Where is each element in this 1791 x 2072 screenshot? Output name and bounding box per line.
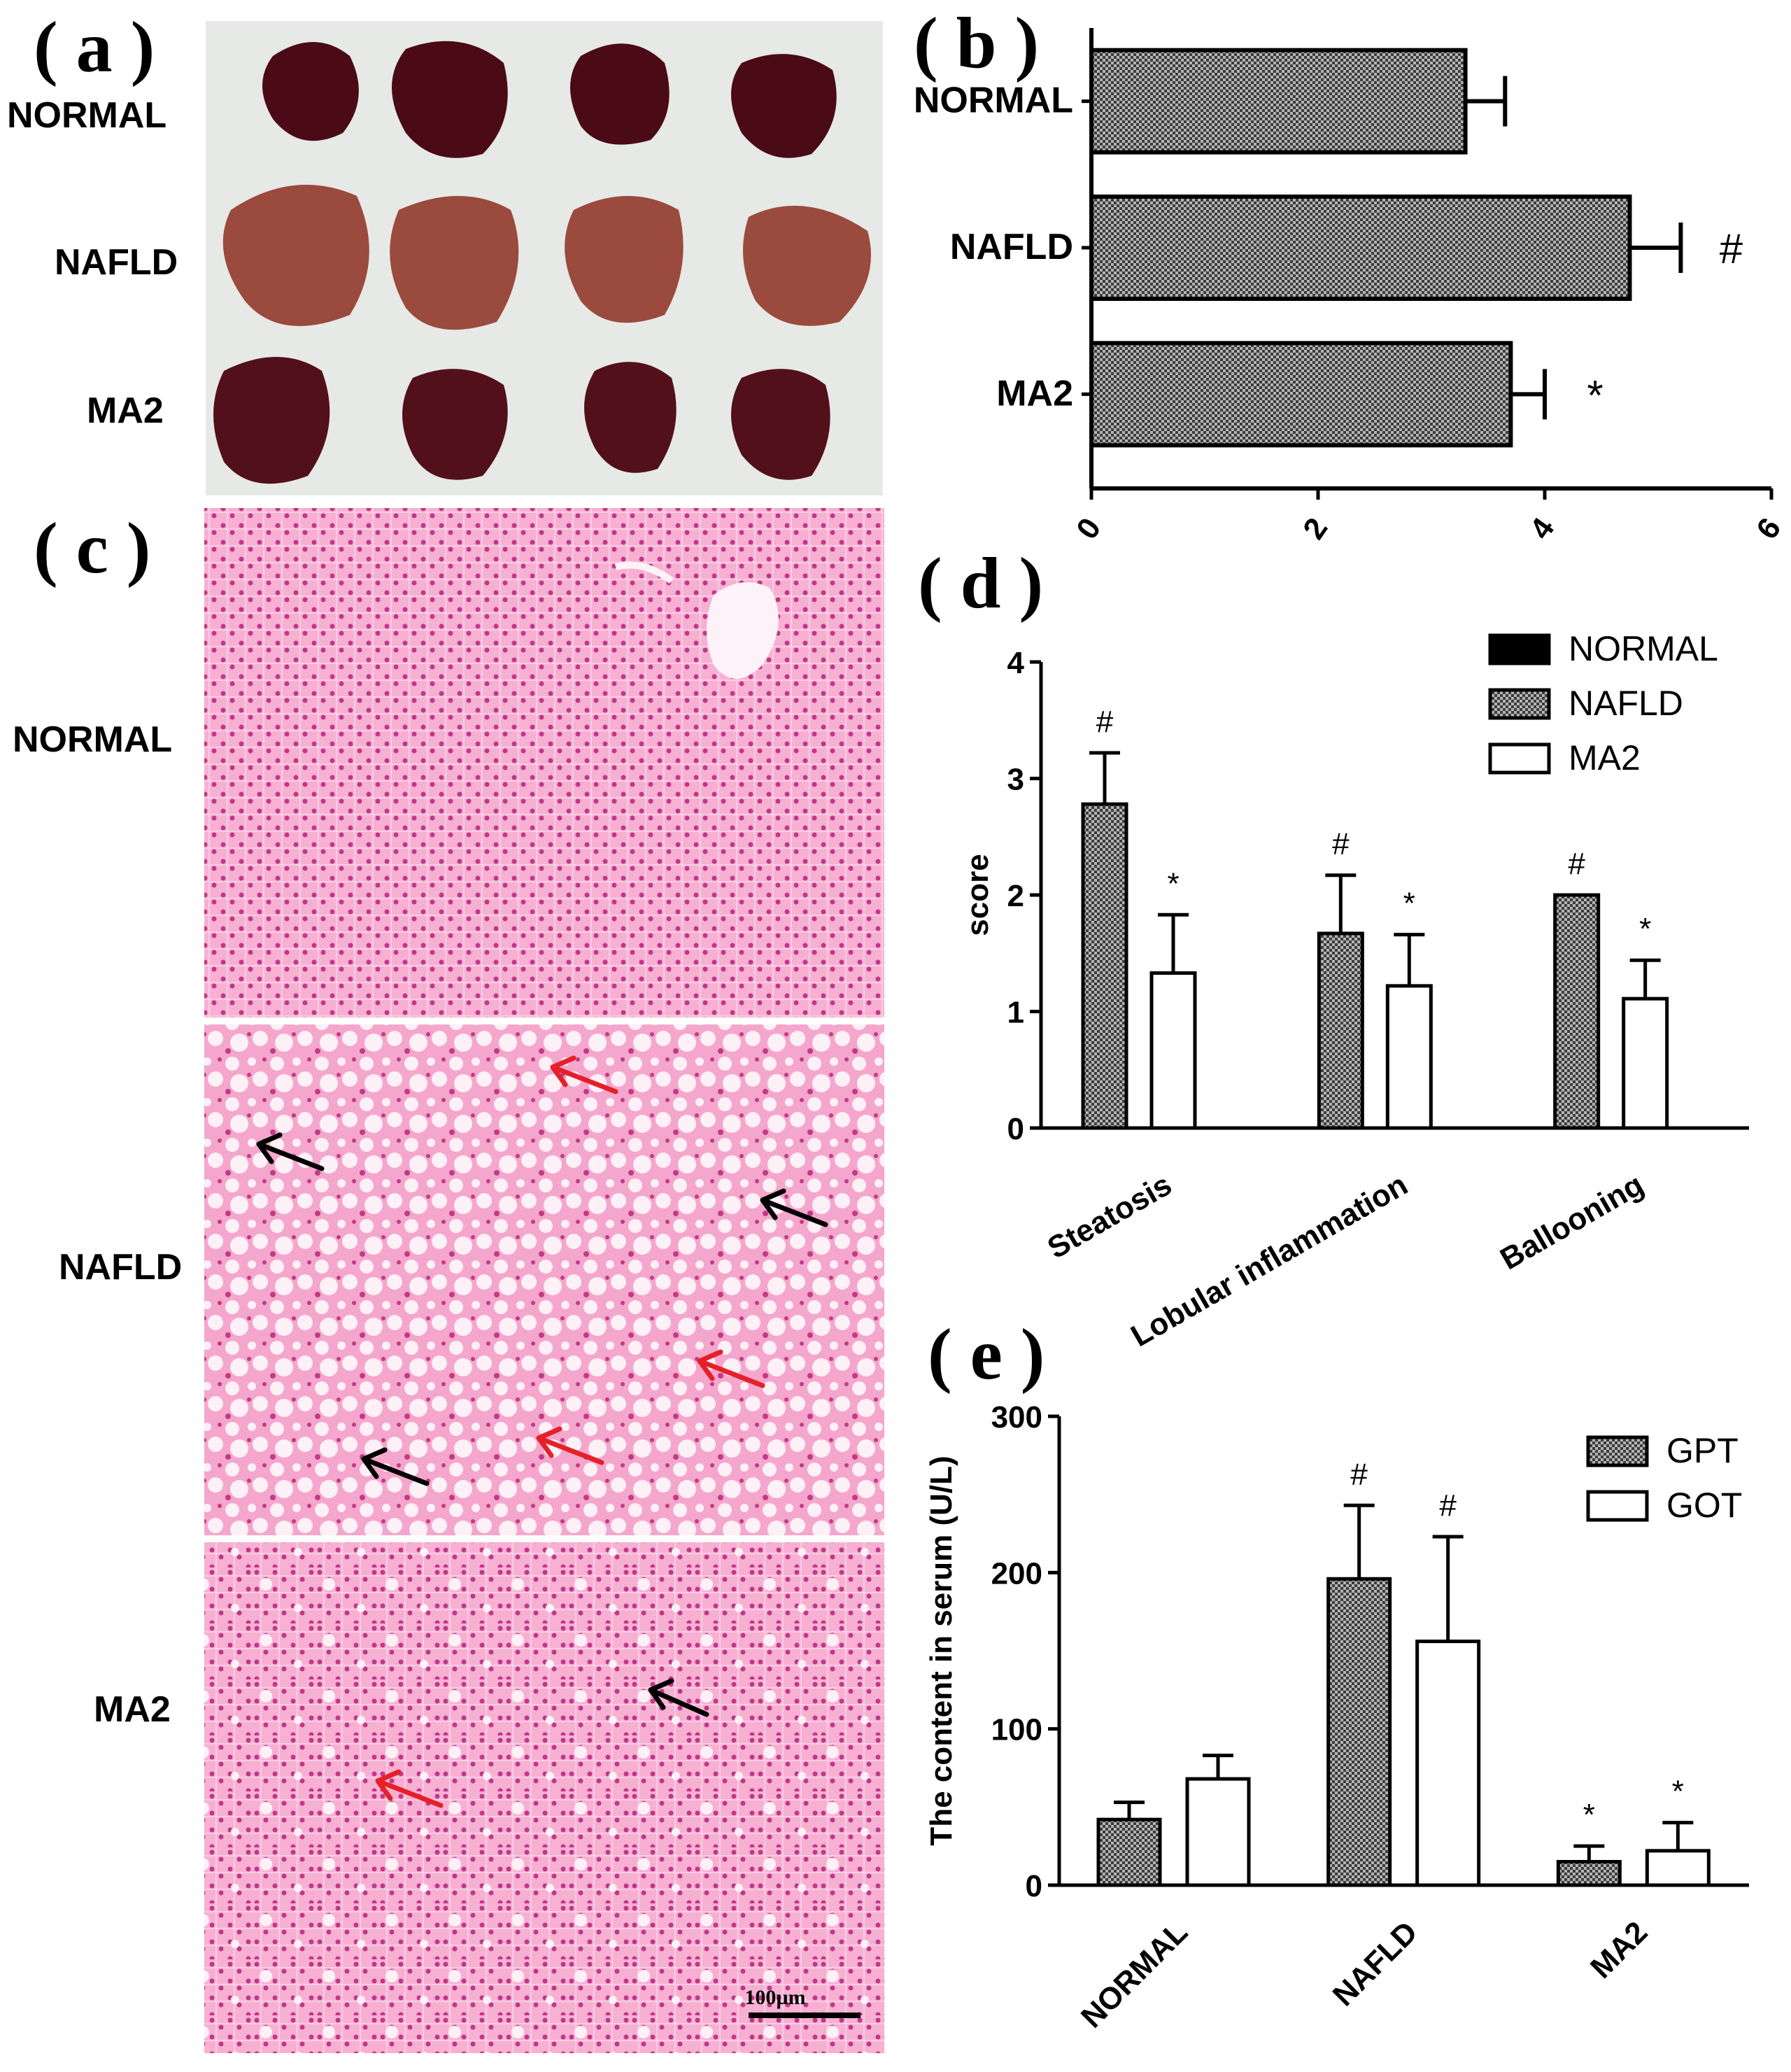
liver-row-ma2	[213, 357, 830, 484]
bar-lobular-inflammation-ma2	[1385, 984, 1433, 1130]
bar-steatosis-nafld	[1081, 802, 1128, 1130]
panel-e-letter: ( e )	[928, 1314, 1045, 1395]
histology-ma2-tissue	[204, 1542, 884, 2053]
x-tick-label-normal: NORMAL	[1075, 1915, 1194, 2034]
bar-normal-gpt	[1096, 1817, 1162, 1887]
significance-nafld-got: #	[1439, 1488, 1457, 1523]
histology-ma2: 100µm	[204, 1542, 884, 2053]
legend-label-ma2: MA2	[1569, 738, 1641, 777]
panel-c-row-label-nafld: NAFLD	[59, 1247, 182, 1288]
significance-nafld: #	[1720, 225, 1743, 272]
panel-e-chart: 0 100 200 300 The content in serum (U/L) NORM…	[924, 1400, 1749, 2035]
y-axis-title: The content in serum (U/L)	[924, 1456, 958, 1845]
y-tick-label-normal: NORMAL	[914, 80, 1073, 121]
y-tick-label-ma2: MA2	[996, 373, 1073, 414]
histology-normal-tissue	[204, 508, 884, 1017]
panel-b-chart: NORMAL NAFLD # MA2 * 0 2 4 6	[914, 28, 1788, 545]
panel-c-row-label-ma2: MA2	[94, 1689, 171, 1730]
panel-d-letter: ( d )	[918, 543, 1043, 623]
x-tick-label-6: 6	[1750, 512, 1788, 545]
histology-nafld-tissue	[204, 1024, 884, 1535]
x-tick-label-nafld: NAFLD	[1326, 1915, 1424, 2013]
legend-swatch-gpt	[1586, 1435, 1649, 1467]
y-axis-title: score	[961, 854, 995, 936]
x-tick-label-4: 4	[1523, 512, 1561, 546]
significance-lobular-inflammation-nafld: #	[1332, 827, 1350, 861]
liver-row-nafld	[222, 185, 871, 330]
central-vein	[707, 582, 779, 679]
legend-swatch-got	[1586, 1490, 1649, 1522]
significance-steatosis-nafld: #	[1096, 705, 1114, 739]
red-arrows	[536, 1055, 765, 1465]
x-tick-label-steatosis: Steatosis	[1042, 1167, 1177, 1265]
y-tick-label-0: 0	[1026, 1869, 1042, 1903]
y-tick-label-4: 4	[1007, 646, 1025, 680]
significance-steatosis-ma2: *	[1167, 866, 1179, 901]
ma2-black-arrow	[648, 1678, 709, 1717]
significance-ballooning-nafld: #	[1568, 847, 1585, 881]
panel-c-letter: ( c )	[34, 508, 150, 589]
histology-nafld	[204, 1024, 884, 1535]
legend-swatch-normal	[1488, 633, 1551, 665]
panel-c-row-label-normal: NORMAL	[13, 719, 172, 760]
bar-ballooning-ma2	[1622, 996, 1669, 1130]
panel-b-letter: ( b )	[914, 3, 1039, 83]
significance-ma2: *	[1587, 372, 1603, 418]
panel-b: ( b ) NORMAL NAFLD # MA2 * 0 2 4 6	[914, 3, 1788, 545]
legend-label-got: GOT	[1666, 1486, 1742, 1525]
x-tick-label-0: 0	[1070, 512, 1107, 545]
panel-a: ( a ) NORMAL NAFLD MA2	[7, 7, 883, 495]
y-tick-label-100: 100	[991, 1713, 1042, 1747]
scale-bar	[749, 2013, 861, 2018]
bar-ma2-got	[1645, 1849, 1711, 1887]
y-tick-label-200: 200	[991, 1556, 1042, 1591]
liver-photo	[206, 21, 883, 495]
bar-ma2-gpt	[1556, 1860, 1622, 1887]
bar-nafld-got	[1415, 1640, 1481, 1887]
histology-normal	[204, 508, 884, 1017]
scale-bar-label: 100µm	[744, 1986, 805, 2009]
y-tick-label-300: 300	[991, 1400, 1042, 1435]
bar-nafld-gpt	[1326, 1577, 1392, 1887]
ma2-red-arrow	[375, 1769, 444, 1808]
y-tick-label-3: 3	[1007, 763, 1024, 797]
bar-normal	[1089, 48, 1468, 155]
x-tick-label-2: 2	[1296, 512, 1334, 545]
panel-a-row-label-ma2: MA2	[87, 390, 164, 431]
legend-swatch-nafld	[1488, 688, 1551, 720]
significance-ballooning-ma2: *	[1639, 912, 1651, 946]
significance-nafld-gpt: #	[1350, 1457, 1368, 1491]
y-tick-label-nafld: NAFLD	[950, 227, 1073, 267]
bar-steatosis-ma2	[1149, 971, 1197, 1130]
y-tick-label-2: 2	[1007, 879, 1024, 913]
legend-swatch-ma2	[1488, 742, 1551, 775]
panel-a-letter: ( a )	[34, 7, 155, 87]
bar-ballooning-nafld	[1553, 893, 1601, 1130]
panel-e: ( e ) 0 100 200 300 The content in serum (U/…	[924, 1314, 1749, 2035]
significance-lobular-inflammation-ma2: *	[1403, 887, 1415, 921]
significance-ma2-gpt: *	[1583, 1798, 1595, 1832]
bar-lobular-inflammation-nafld	[1317, 931, 1364, 1130]
significance-ma2-got: *	[1672, 1775, 1684, 1809]
legend-label-nafld: NAFLD	[1569, 684, 1683, 723]
bar-ma2	[1089, 341, 1513, 448]
y-tick-label-1: 1	[1007, 996, 1024, 1030]
y-tick-label-0: 0	[1007, 1112, 1024, 1146]
bar-nafld	[1089, 195, 1632, 301]
x-tick-label-ballooning: Ballooning	[1494, 1167, 1649, 1276]
liver-row-normal	[262, 41, 837, 158]
legend-label-gpt: GPT	[1666, 1431, 1739, 1470]
bar-normal-got	[1185, 1777, 1251, 1887]
panel-c: ( c ) NORMAL NAFLD MA2	[13, 508, 884, 2053]
panel-a-row-label-nafld: NAFLD	[55, 242, 178, 283]
panel-a-row-label-normal: NORMAL	[7, 95, 167, 136]
black-arrows	[256, 1132, 828, 1486]
legend-label-normal: NORMAL	[1569, 629, 1718, 668]
x-tick-label-ma2: MA2	[1584, 1915, 1654, 1985]
